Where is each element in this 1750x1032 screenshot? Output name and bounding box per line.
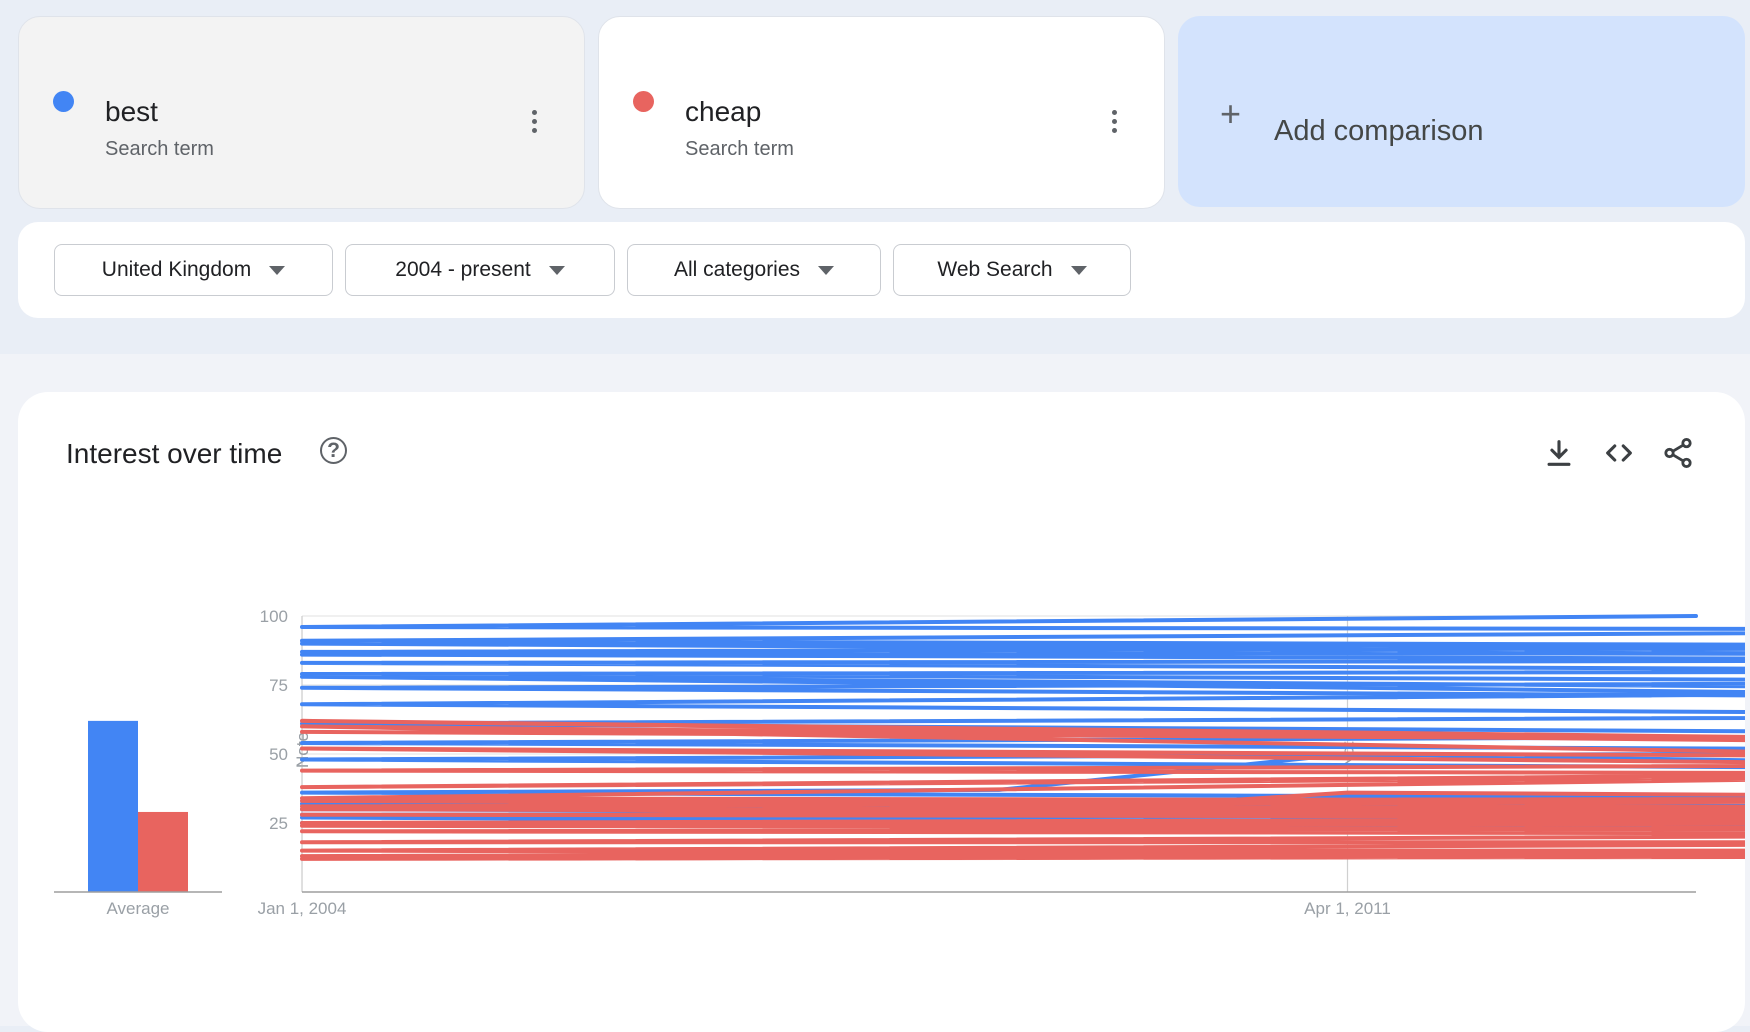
search-term-subtitle: Search term [685, 138, 794, 160]
y-tick-label: 25 [269, 814, 288, 833]
add-comparison-button[interactable]: + Add comparison [1178, 16, 1745, 207]
category-filter-label: All categories [673, 258, 801, 281]
download-icon[interactable] [1542, 436, 1576, 470]
help-circle-icon[interactable]: ? [320, 437, 347, 464]
series-color-dot-cheap [633, 91, 654, 112]
add-comparison-label: Add comparison [1274, 115, 1484, 147]
category-filter-dropdown[interactable]: All categories [627, 244, 881, 296]
caret-down-icon [548, 265, 565, 275]
region-filter-dropdown[interactable]: United Kingdom [54, 244, 333, 296]
series-color-dot-best [53, 91, 74, 112]
y-tick-label: 50 [269, 745, 288, 764]
share-icon[interactable] [1661, 436, 1695, 470]
time-range-filter-label: 2004 - present [395, 258, 531, 281]
search-term-card-best[interactable]: best Search term [18, 16, 585, 209]
filter-bar: United Kingdom 2004 - present All catego… [18, 222, 1745, 318]
caret-down-icon [1070, 265, 1087, 275]
y-tick-label: 100 [260, 607, 288, 626]
more-vert-icon[interactable] [1102, 101, 1126, 141]
y-tick-label: 75 [269, 676, 288, 695]
plus-icon: + [1220, 93, 1242, 134]
search-term-card-cheap[interactable]: cheap Search term [598, 16, 1165, 209]
embed-code-icon[interactable] [1602, 436, 1636, 470]
section-title: Interest over time [66, 438, 283, 469]
search-type-filter-label: Web Search [937, 258, 1053, 281]
average-label: Average [106, 899, 169, 918]
search-term-subtitle: Search term [105, 138, 214, 160]
series-line-best [300, 614, 1745, 828]
caret-down-icon [818, 265, 835, 275]
x-tick-label: Apr 1, 2011 [1304, 899, 1391, 918]
time-range-filter-dropdown[interactable]: 2004 - present [345, 244, 615, 296]
search-term-name[interactable]: cheap [685, 96, 762, 127]
interest-over-time-card: Interest over time ? 100 75 50 25 Note Note No… [18, 392, 1745, 1032]
series-line-cheap [300, 718, 1745, 861]
search-type-filter-dropdown[interactable]: Web Search [893, 244, 1131, 296]
caret-down-icon [269, 265, 286, 275]
more-vert-icon[interactable] [522, 101, 546, 141]
search-term-name[interactable]: best [105, 96, 158, 127]
x-tick-label: Jan 1, 2004 [258, 899, 347, 918]
average-bar-cheap [138, 811, 188, 892]
region-filter-label: United Kingdom [101, 258, 252, 281]
average-bar-best [88, 720, 138, 892]
